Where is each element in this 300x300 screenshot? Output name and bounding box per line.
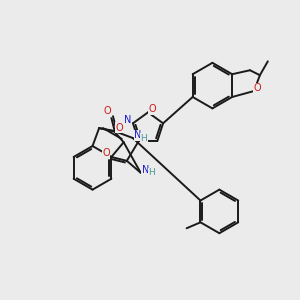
- Text: O: O: [148, 104, 156, 114]
- Text: H: H: [140, 134, 147, 142]
- Text: O: O: [115, 123, 123, 133]
- Text: O: O: [102, 148, 110, 158]
- Text: O: O: [103, 106, 111, 116]
- Text: N: N: [134, 130, 141, 140]
- Text: N: N: [142, 165, 149, 175]
- Text: O: O: [253, 83, 261, 93]
- Text: N: N: [124, 115, 132, 125]
- Text: H: H: [148, 168, 155, 177]
